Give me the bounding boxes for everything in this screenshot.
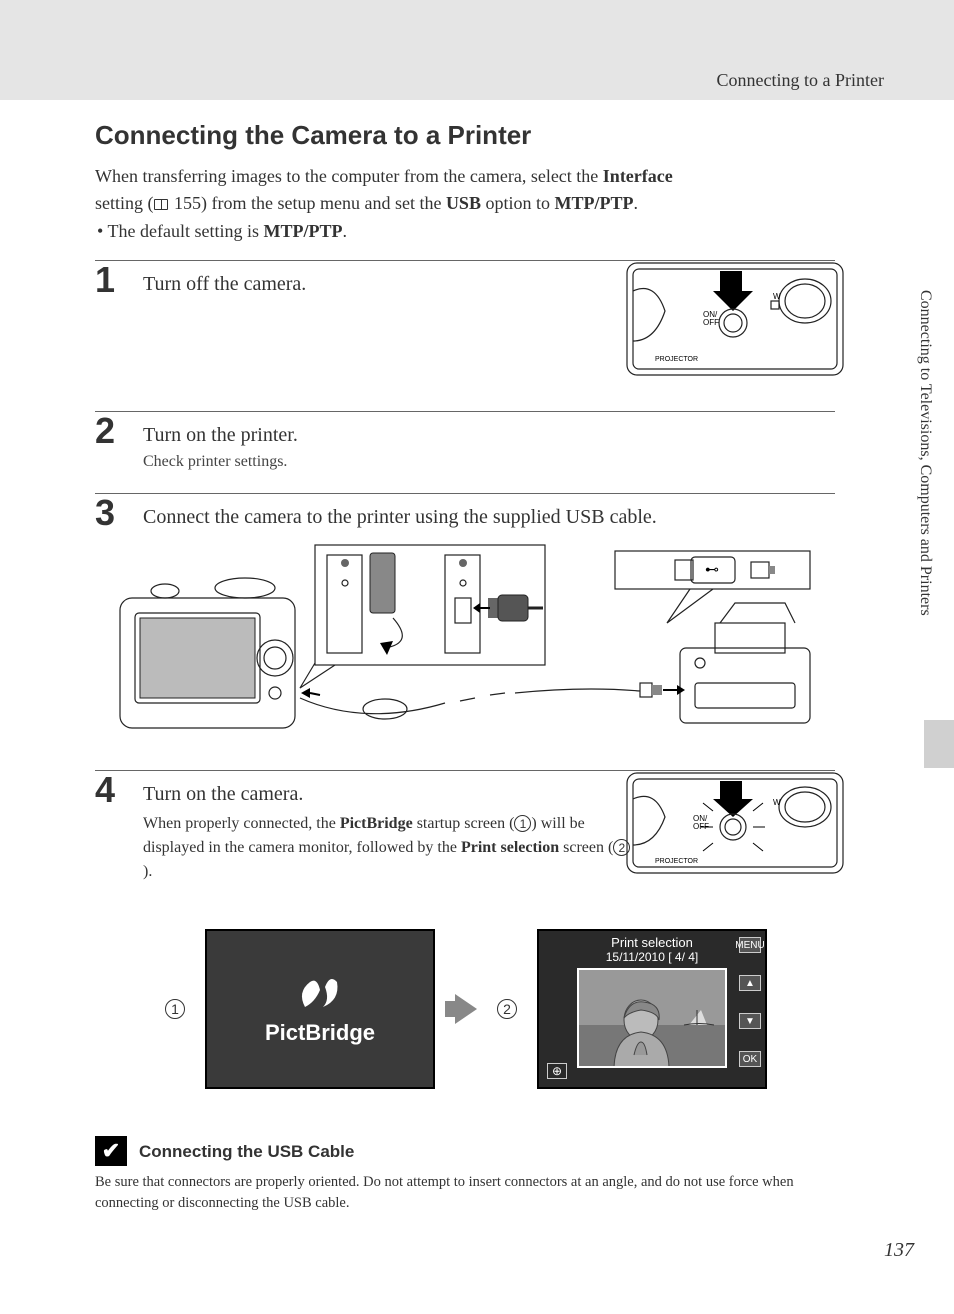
circled-1: 1: [514, 815, 531, 832]
pictbridge-screen: PictBridge: [205, 929, 435, 1089]
zoom-button[interactable]: ⊕: [547, 1063, 567, 1079]
step-title: Connect the camera to the printer using …: [143, 506, 835, 529]
step-description: When properly connected, the PictBridge …: [143, 812, 633, 884]
menu-button[interactable]: MENU: [739, 937, 761, 953]
svg-text:PROJECTOR: PROJECTOR: [655, 858, 698, 865]
intro-page-ref: 155) from the setup menu and set the: [170, 193, 446, 213]
intro-text: When transferring images to the computer…: [95, 166, 603, 186]
intro-bold: MTP/PTP: [554, 193, 633, 213]
side-tab-block: [924, 720, 954, 768]
svg-text:OFF: OFF: [703, 318, 719, 327]
step-number: 3: [95, 492, 115, 534]
intro-text: .: [633, 193, 638, 213]
svg-text:PROJECTOR: PROJECTOR: [655, 356, 698, 363]
print-selection-screen: Print selection 15/11/2010 [ 4/ 4] M: [537, 929, 767, 1089]
pictbridge-icon: [295, 972, 345, 1012]
screen-row: 1 PictBridge 2 Print selection 15/11/201…: [165, 929, 835, 1089]
ps-controls: MENU ▲ ▼ OK: [739, 937, 761, 1067]
step-number: 1: [95, 259, 115, 301]
ps-photo-thumb: [577, 968, 727, 1068]
bullet-text: The default setting is: [107, 221, 263, 241]
step-number: 2: [95, 410, 115, 452]
check-icon: ✔: [95, 1136, 127, 1166]
note-body: Be sure that connectors are properly ori…: [95, 1172, 835, 1214]
pictbridge-label: PictBridge: [265, 1020, 375, 1046]
header-text: Connecting to a Printer: [717, 70, 884, 91]
side-tab: Connecting to Televisions, Computers and…: [896, 280, 954, 760]
camera-top-illustration: ON/ OFF W PROJECTOR: [625, 261, 845, 381]
intro-paragraph: When transferring images to the computer…: [95, 163, 835, 217]
bullet-suffix: .: [342, 221, 347, 241]
screen-label-2: 2: [497, 999, 517, 1019]
divider: [95, 411, 835, 412]
step-2: 2 Turn on the printer. Check printer set…: [95, 420, 835, 481]
intro-text: option to: [481, 193, 555, 213]
svg-text:W: W: [773, 292, 781, 301]
book-icon: [154, 199, 168, 210]
page-title: Connecting the Camera to a Printer: [95, 120, 835, 151]
intro-bold: USB: [446, 193, 481, 213]
camera-top-on-illustration: ON/ OFF W PROJECTOR: [625, 771, 845, 879]
page-number: 137: [884, 1239, 914, 1262]
step-1: 1 Turn off the camera. ON/ OFF W PROJECT…: [95, 269, 835, 399]
screen-label-1: 1: [165, 999, 185, 1019]
ps-date: 15/11/2010 [ 4/ 4]: [539, 950, 765, 964]
up-button[interactable]: ▲: [739, 975, 761, 991]
note-title: Connecting the USB Cable: [139, 1142, 835, 1162]
content-area: Connecting the Camera to a Printer When …: [95, 120, 835, 1214]
bullet-default: The default setting is MTP/PTP.: [97, 221, 835, 242]
arrow-icon: [455, 994, 477, 1024]
side-tab-text: Connecting to Televisions, Computers and…: [916, 290, 934, 616]
usb-connection-illustration: ⊷: [115, 543, 815, 743]
ok-button[interactable]: OK: [739, 1051, 761, 1067]
svg-text:OFF: OFF: [693, 822, 709, 831]
down-button[interactable]: ▼: [739, 1013, 761, 1029]
step-title: Turn on the printer.: [143, 424, 835, 447]
svg-text:⊷: ⊷: [705, 561, 719, 577]
step-4: 4 Turn on the camera. When properly conn…: [95, 779, 835, 909]
intro-text: setting (: [95, 193, 154, 213]
step-3: 3 Connect the camera to the printer usin…: [95, 502, 835, 758]
ps-title: Print selection: [539, 931, 765, 950]
step-number: 4: [95, 769, 115, 811]
bullet-bold: MTP/PTP: [263, 221, 342, 241]
note-box: ✔ Connecting the USB Cable Be sure that …: [95, 1129, 835, 1214]
intro-bold: Interface: [603, 166, 673, 186]
divider: [95, 493, 835, 494]
svg-text:W: W: [773, 798, 781, 807]
step-subtext: Check printer settings.: [143, 453, 835, 471]
